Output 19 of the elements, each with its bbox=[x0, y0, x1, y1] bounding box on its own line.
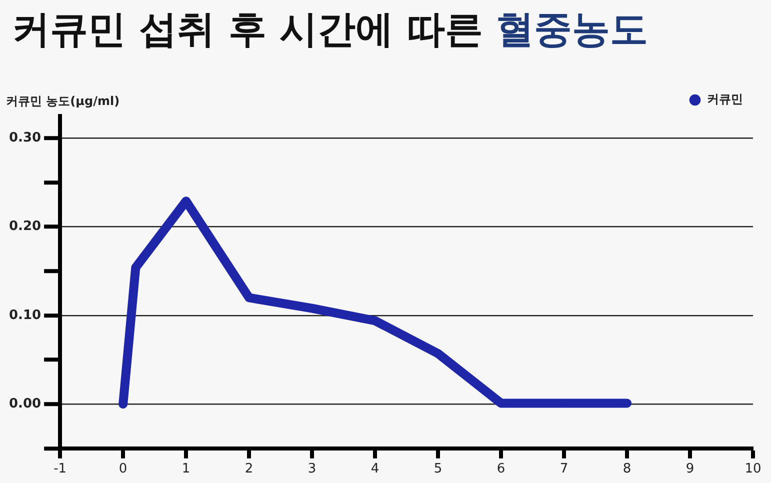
y-tick-label: 0.10 bbox=[8, 308, 42, 323]
y-tick-label: 0.20 bbox=[8, 219, 42, 234]
y-axis-title: 커큐민 농도(μg/ml) bbox=[6, 94, 120, 108]
y-tick-label: 0.30 bbox=[8, 130, 42, 146]
x-tick-label: 7 bbox=[560, 462, 568, 477]
x-tick-label: -1 bbox=[54, 462, 67, 477]
x-tick-label: 10 bbox=[744, 462, 762, 477]
chart-title: 커큐민 섭취 후 시간에 따른 혈중농도 bbox=[12, 7, 648, 51]
x-tick-label: 1 bbox=[182, 462, 190, 477]
x-tick-label: 6 bbox=[496, 462, 506, 477]
legend-label: 커큐민 bbox=[707, 92, 743, 106]
x-tick-label: 3 bbox=[308, 462, 316, 477]
x-tick-label: 9 bbox=[686, 462, 694, 477]
x-tick-label: 0 bbox=[118, 462, 128, 477]
x-tick-label: 2 bbox=[244, 462, 254, 477]
y-tick-label: 0.00 bbox=[8, 396, 42, 412]
x-tick-label: 5 bbox=[434, 462, 442, 477]
x-tick-label: 4 bbox=[370, 462, 380, 477]
x-tick-label: 8 bbox=[622, 462, 632, 477]
